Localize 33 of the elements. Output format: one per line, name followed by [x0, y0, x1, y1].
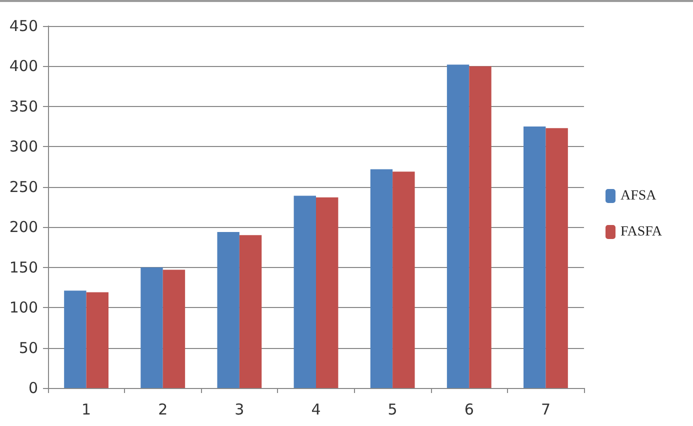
bar	[162, 270, 186, 388]
bar	[294, 196, 316, 388]
x-tick-label: 5	[388, 400, 398, 418]
y-tick-label: 250	[9, 178, 38, 196]
bar	[316, 197, 338, 388]
y-tick-label: 50	[18, 338, 38, 357]
x-tick-label: 1	[82, 400, 92, 418]
x-tick-label: 7	[540, 400, 550, 418]
bar	[524, 126, 546, 388]
bar	[392, 172, 415, 388]
x-tick-label: 2	[158, 400, 168, 418]
y-tick-label: 150	[9, 258, 38, 276]
y-tick-label: 300	[9, 138, 38, 156]
y-tick-label: 0	[28, 379, 38, 397]
bar	[370, 169, 393, 388]
bar	[217, 232, 240, 388]
y-tick-label: 400	[9, 57, 38, 76]
bar	[140, 267, 163, 388]
y-tick-label: 350	[9, 97, 38, 116]
y-tick-label: 450	[9, 17, 38, 35]
legend-label: AFSA	[620, 188, 658, 204]
bar	[239, 235, 262, 388]
y-tick-label: 100	[9, 298, 38, 317]
legend-label: FASFA	[620, 224, 663, 240]
x-tick-label: 4	[311, 400, 321, 418]
bar	[86, 292, 108, 388]
x-tick-label: 6	[464, 400, 474, 418]
bar	[469, 66, 492, 388]
y-tick-label: 200	[9, 218, 38, 236]
bar	[64, 290, 86, 388]
x-tick-label: 3	[234, 400, 244, 418]
bar	[546, 128, 568, 388]
bar	[446, 64, 470, 388]
